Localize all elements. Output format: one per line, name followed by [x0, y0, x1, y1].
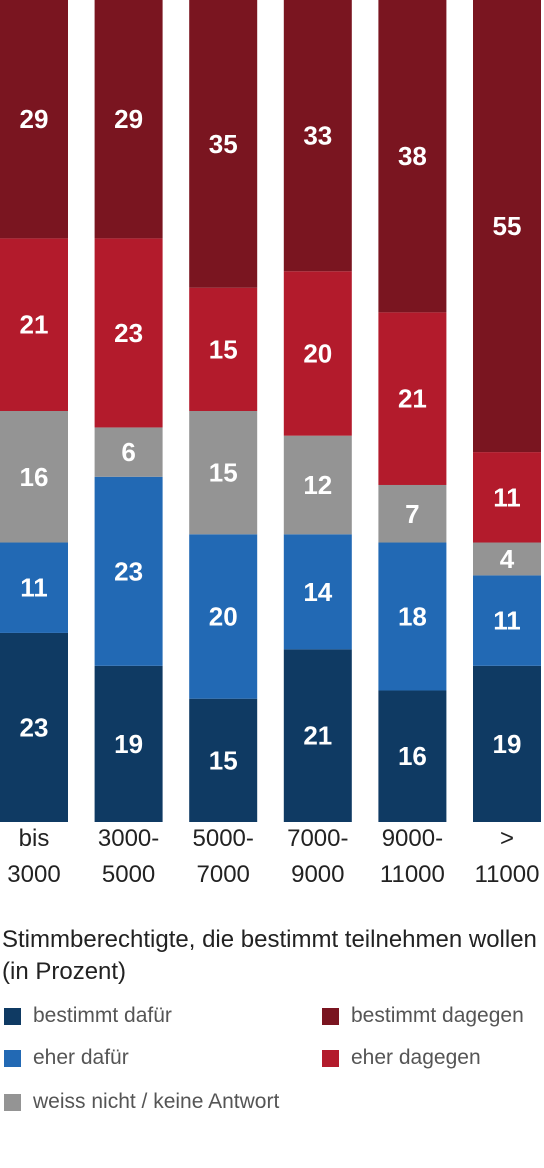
data-label: 55 [493, 211, 522, 241]
chart-caption: Stimmberechtigte, die bestimmt teilnehme… [2, 926, 537, 985]
data-label: 11 [20, 573, 48, 603]
legend-swatch [322, 1049, 339, 1067]
bar-segment [473, 452, 541, 543]
legend-swatch [4, 1049, 21, 1067]
bar-segment [378, 690, 447, 822]
category-label: 3000- [98, 825, 159, 852]
legend-item: bestimmt dafür [4, 1004, 172, 1028]
category-label: > [500, 825, 514, 852]
data-label: 20 [303, 338, 332, 368]
category-label: 9000 [291, 861, 344, 888]
data-label: 11 [493, 606, 521, 636]
data-label: 6 [121, 437, 135, 467]
data-label: 29 [20, 104, 49, 134]
data-label: 23 [114, 556, 143, 586]
data-label: 21 [20, 310, 49, 340]
bar-segment [283, 534, 352, 650]
legend-swatch [4, 1093, 21, 1111]
bar-segment [378, 484, 447, 543]
bar-segment [94, 427, 163, 477]
data-label: 19 [114, 729, 143, 759]
bar-segment [473, 575, 541, 666]
bar-segment [0, 411, 68, 543]
data-label: 15 [209, 334, 238, 364]
data-label: 16 [398, 741, 427, 771]
data-label: 23 [20, 712, 49, 742]
data-label: 29 [114, 104, 143, 134]
data-label: 23 [114, 318, 143, 348]
legend-swatch [4, 1007, 21, 1025]
data-label: 20 [209, 602, 238, 632]
bar-segment [283, 271, 352, 436]
data-label: 33 [303, 121, 332, 151]
data-label: 21 [303, 721, 332, 751]
data-label: 7 [405, 499, 419, 529]
bar-segment [473, 0, 541, 453]
data-label: 11 [493, 482, 521, 512]
category-label: 11000 [475, 861, 540, 888]
data-label: 35 [209, 129, 238, 159]
legend-label: bestimmt dafür [33, 1004, 172, 1027]
category-label: 5000- [193, 825, 254, 852]
category-label: 5000 [102, 861, 155, 888]
data-label: 21 [398, 384, 427, 414]
legend-item: eher dagegen [322, 1046, 481, 1070]
category-label: 7000- [287, 825, 348, 852]
data-label: 12 [303, 470, 332, 500]
bar-segment [189, 287, 258, 411]
bar-segment [0, 542, 68, 633]
data-label: 18 [398, 602, 427, 632]
bar-segment [189, 698, 258, 822]
category-label: 3000 [7, 861, 60, 888]
legend-item: weiss nicht / keine Antwort [4, 1090, 279, 1114]
legend-item: eher dafür [4, 1046, 129, 1070]
data-label: 16 [20, 462, 49, 492]
bar-segment [378, 312, 447, 485]
category-label: 7000 [197, 861, 250, 888]
legend-label: eher dagegen [351, 1046, 481, 1069]
bar-segment [283, 435, 352, 535]
legend-swatch [322, 1007, 339, 1025]
data-label: 38 [398, 141, 427, 171]
bar-segment [473, 542, 541, 576]
data-label: 4 [500, 544, 515, 574]
bar-segment [189, 0, 258, 288]
bar-segment [0, 632, 68, 822]
category-label: 11000 [380, 861, 445, 888]
data-label: 15 [209, 458, 238, 488]
stacked-bar-chart: 23 11 16 21 29 bis 3000 19 23 6 23 29 3000- 5000 15 20 1… [0, 0, 541, 888]
legend-label: bestimmt dagegen [351, 1004, 524, 1027]
bar-segment [0, 0, 68, 239]
bar-segment [94, 238, 163, 428]
bar-segment [94, 0, 163, 239]
data-label: 15 [209, 745, 238, 775]
bar-segment [189, 534, 258, 699]
bar-segment [189, 411, 258, 535]
legend-item: bestimmt dagegen [322, 1004, 524, 1028]
data-label: 14 [303, 577, 332, 607]
category-label: bis [19, 825, 50, 852]
category-label: 9000- [382, 825, 443, 852]
data-label: 19 [493, 729, 522, 759]
bar-segment [94, 476, 163, 666]
bar-segment [473, 665, 541, 822]
bar-segment [283, 0, 352, 272]
bar-segment [378, 542, 447, 691]
bar-segment [94, 665, 163, 822]
bar-segment [0, 238, 68, 411]
bar-segment [378, 0, 447, 313]
legend-label: weiss nicht / keine Antwort [33, 1090, 280, 1113]
bar-segment [283, 649, 352, 822]
legend-label: eher dafür [33, 1046, 129, 1069]
